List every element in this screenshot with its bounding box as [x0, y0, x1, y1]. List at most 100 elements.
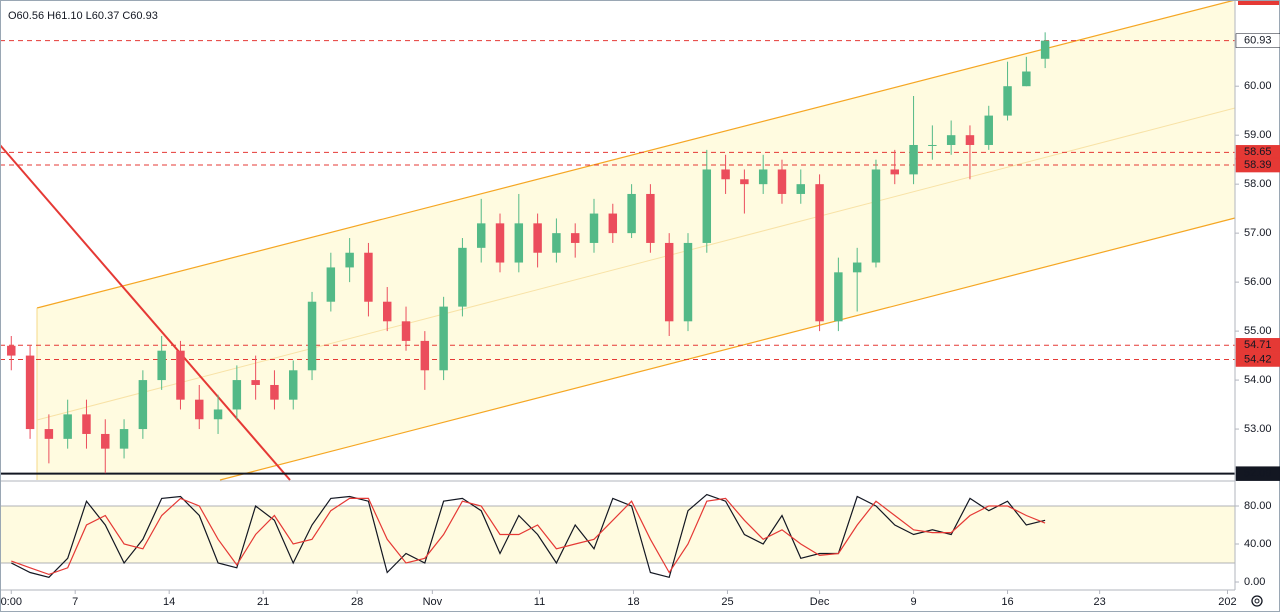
candle-body: [1003, 86, 1012, 116]
candle-body: [364, 252, 373, 302]
candle-body: [646, 193, 655, 243]
candle-body: [401, 321, 411, 341]
y-tick-label: 56.00: [1244, 276, 1272, 288]
level-label: 54.71: [1244, 339, 1272, 351]
candle-body: [589, 213, 599, 243]
x-tick-label: Nov: [423, 596, 443, 608]
candle-body: [25, 355, 35, 430]
x-tick-label: Dec: [810, 596, 830, 608]
x-tick-label: 25: [721, 596, 733, 608]
channel-upper: [36, 0, 1236, 309]
candle-body: [270, 384, 279, 400]
y-tick-label: 60.00: [1244, 80, 1272, 92]
x-tick-label: 14: [163, 596, 175, 608]
candle-body: [552, 233, 561, 253]
candle-body: [815, 184, 824, 322]
candle-body: [119, 429, 129, 449]
candle-body: [740, 179, 749, 185]
channel-lower: [219, 217, 1236, 481]
candle-body: [289, 370, 298, 400]
candle-body: [871, 169, 881, 263]
candle-body: [7, 345, 16, 356]
candle-body: [1022, 71, 1031, 87]
candle-body: [852, 262, 862, 273]
y-tick-label: 53.00: [1244, 423, 1272, 435]
candle-body: [946, 135, 956, 145]
x-tick-label: 16: [1001, 596, 1013, 608]
x-tick-label: 9: [910, 596, 916, 608]
level-label: 58.65: [1244, 146, 1272, 158]
candle-body: [928, 144, 937, 146]
level-label: 52.09: [1244, 468, 1272, 480]
price-pane: [0, 32, 1235, 475]
y-tick-label: 57.00: [1244, 227, 1272, 239]
level-label: 54.42: [1244, 353, 1272, 365]
level-tag: [1235, 352, 1280, 367]
candle-body: [834, 272, 843, 322]
candle-body: [251, 380, 260, 385]
candle-body: [570, 233, 580, 243]
stoch-band: [0, 505, 1235, 564]
y-tick-label: 54.00: [1244, 374, 1272, 386]
trend-line: [0, 144, 291, 481]
stoch-y-tick-label: 0.00: [1244, 576, 1265, 588]
level-tag: [1235, 157, 1280, 173]
x-tick-label: 18: [627, 596, 639, 608]
offscreen-tag: [1238, 0, 1280, 5]
candle-body: [232, 380, 242, 410]
candle-body: [213, 409, 223, 420]
candle-body: [63, 414, 72, 439]
candle-body: [758, 169, 768, 185]
candle-body: [796, 184, 806, 194]
stoch-line: [11, 497, 1046, 576]
candle-body: [702, 169, 712, 243]
candle-body: [420, 340, 430, 371]
x-tick-label: 0:00: [1, 596, 22, 608]
candle-body: [101, 433, 110, 449]
level-label: 58.39: [1244, 159, 1272, 171]
x-tick-label: 11: [534, 596, 545, 608]
candle-body: [495, 223, 505, 263]
settings-icon[interactable]: [1251, 595, 1263, 607]
stoch-y-tick-label: 40.00: [1244, 538, 1272, 550]
candle-body: [157, 350, 166, 381]
candle-body: [890, 169, 899, 175]
x-tick-label: 202: [1218, 596, 1236, 608]
stochastic-pane: [0, 493, 1235, 579]
level-label: 60.93: [1244, 35, 1272, 47]
candle-body: [777, 169, 787, 194]
candle-body: [721, 169, 730, 180]
candle-body: [195, 399, 204, 420]
ohlc-label: O60.56 H61.10 L60.37 C60.93: [8, 10, 158, 22]
candle-body: [984, 115, 993, 145]
candle-body: [44, 429, 54, 439]
y-tick-label: 58.00: [1244, 178, 1272, 190]
candle-body: [138, 380, 148, 430]
candle-body: [965, 135, 975, 145]
candle-body: [627, 193, 636, 234]
candle-body: [82, 414, 91, 434]
candle-body: [326, 267, 336, 302]
candle-body: [345, 252, 354, 268]
x-tick-label: 23: [1094, 596, 1106, 608]
candle-body: [176, 350, 185, 400]
candle-body: [383, 301, 392, 322]
candle-body: [683, 242, 693, 322]
level-tag: [1235, 466, 1280, 481]
candle-body: [439, 306, 448, 371]
level-tag: [1235, 33, 1280, 48]
candle-body: [307, 301, 317, 371]
candle-body: [664, 242, 674, 322]
candle-body: [1040, 40, 1050, 59]
y-tick-label: 59.00: [1244, 129, 1272, 141]
x-tick-label: 21: [257, 596, 269, 608]
y-tick-label: 55.00: [1244, 325, 1272, 337]
candle-body: [514, 223, 524, 263]
x-tick-label: 28: [351, 596, 363, 608]
candle-body: [533, 223, 542, 253]
stoch-y-tick-label: 80.00: [1244, 500, 1272, 512]
x-tick-label: 7: [72, 596, 78, 608]
candle-body: [608, 213, 618, 234]
candle-body: [458, 247, 467, 307]
